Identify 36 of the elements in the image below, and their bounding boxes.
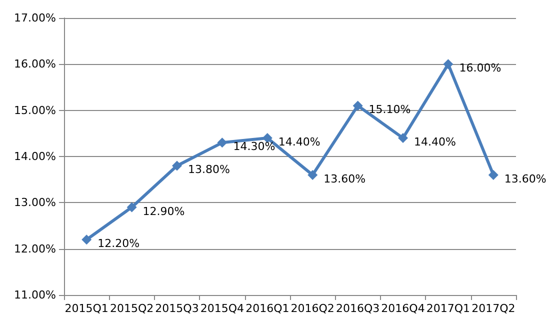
data-label: 15.10% [368,103,411,116]
x-tick-label: 2016Q1 [246,302,290,315]
y-tick-label: 16.00% [14,58,56,71]
y-tick-label: 12.00% [14,242,56,256]
x-tick-label: 2015Q2 [110,302,154,315]
data-label: 13.60% [504,172,546,186]
y-tick-label: 11.00% [14,288,56,302]
point [217,138,228,148]
x-tick-label: 2017Q1 [426,302,470,315]
point [352,100,363,111]
x-tick-label: 2015Q4 [200,302,244,315]
point [172,160,182,171]
point [308,170,318,180]
y-tick-label: 17.00% [14,12,56,24]
point [443,59,454,70]
y-tick-label: 15.00% [14,104,56,117]
point [488,170,498,180]
point [398,133,408,144]
x-tick-label: 2016Q2 [290,302,334,315]
data-label: 14.40% [414,136,456,149]
data-label: 14.30% [233,140,276,154]
y-tick-label: 14.00% [14,150,56,163]
data-label: 13.60% [324,172,366,186]
data-label: 14.40% [278,136,320,149]
x-tick-label: 2015Q3 [155,302,199,315]
x-tick-label: 2017Q2 [472,302,516,315]
data-label: 12.90% [142,204,185,218]
point [126,202,137,212]
data-label: 12.20% [98,237,140,250]
data-label: 13.80% [188,163,230,176]
x-tick-label: 2015Q1 [64,302,108,315]
point [82,234,92,245]
x-tick-label: 2016Q4 [381,302,425,315]
y-tick-label: 13.00% [14,196,56,210]
x-tick-label: 2016Q3 [336,302,380,315]
data-label: 16.00% [459,62,502,75]
